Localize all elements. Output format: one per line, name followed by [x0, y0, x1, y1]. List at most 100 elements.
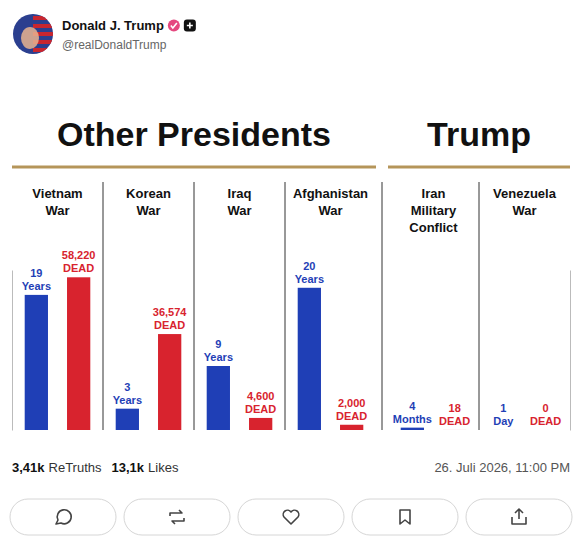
value-label: 0DEAD: [530, 402, 561, 427]
value-labels: 19Years3Years9Years20Years4Months1Day58,…: [22, 249, 562, 427]
value-label-line: DEAD: [530, 415, 561, 427]
avatar-stripe: [33, 24, 55, 28]
plus-sign: [187, 23, 193, 29]
category-label-line: Venezuela: [493, 186, 557, 201]
bar: [534, 430, 557, 431]
avatar-stripe: [33, 16, 55, 20]
likes-count: 13,1k: [112, 460, 145, 475]
bars: [25, 277, 515, 430]
retruths-count: 3,41k: [12, 460, 45, 475]
y-axis-line: [12, 271, 13, 431]
bar: [116, 409, 139, 430]
y-axis: [12, 271, 13, 431]
value-label-line: 1: [500, 402, 506, 414]
value-label-line: Years: [22, 280, 51, 292]
bookmark-button[interactable]: [352, 499, 458, 535]
panel-separator: [382, 182, 383, 430]
avatar-face: [21, 27, 39, 49]
value-label: 1Day: [493, 402, 514, 427]
value-label-line: Day: [493, 415, 514, 427]
reply-button[interactable]: [10, 499, 116, 535]
button-icon: [400, 510, 410, 524]
value-label-line: 0: [543, 402, 549, 414]
button-outline: [124, 499, 230, 535]
panel-separator: [285, 182, 286, 430]
value-label: 36,574DEAD: [153, 306, 188, 331]
group-title: Trump: [427, 115, 531, 153]
button-outline: [466, 499, 572, 535]
button-outline: [10, 499, 116, 535]
bar: [492, 429, 515, 430]
bar: [25, 295, 48, 430]
category-label-line: Conflict: [409, 220, 458, 235]
value-label-line: 19: [30, 267, 42, 279]
value-label-line: 4,600: [247, 390, 275, 402]
button-icon: [170, 510, 184, 524]
button-outline: [238, 499, 344, 535]
value-label: 58,220DEAD: [62, 249, 96, 274]
category-label: Afghanistan War: [293, 186, 368, 218]
group-title: Other Presidents: [57, 115, 331, 153]
value-label: 19Years: [22, 267, 51, 292]
retruths-label: ReTruths: [49, 460, 102, 475]
bar: [207, 366, 230, 430]
author-handle[interactable]: @realDonaldTrump: [62, 38, 167, 52]
button-outline: [352, 499, 458, 535]
group-rule: [12, 166, 376, 169]
post-screenshot: Donald J. Trump @realDonaldTrump Other Pre…: [0, 0, 582, 544]
category-label-line: Military: [411, 203, 457, 218]
avatar-stripe: [33, 48, 55, 52]
value-label-line: Months: [393, 413, 432, 425]
retruth-button[interactable]: [124, 499, 230, 535]
category-label-line: War: [136, 203, 160, 218]
category-label: Iran Military Conflict: [409, 186, 458, 235]
category-label: Venezuela War: [493, 186, 557, 218]
author-name[interactable]: Donald J. Trump: [62, 18, 164, 33]
value-label: 9Years: [204, 338, 233, 363]
category-label-line: War: [45, 203, 69, 218]
group-rule: [388, 166, 570, 169]
value-label-line: 9: [215, 338, 221, 350]
category-label-line: War: [227, 203, 251, 218]
likes-label: Likes: [148, 460, 179, 475]
value-label: 3Years: [113, 381, 142, 406]
value-label-line: DEAD: [439, 415, 470, 427]
value-label-line: DEAD: [245, 403, 276, 415]
button-icon: [283, 510, 299, 524]
button-icon: [512, 509, 526, 524]
category-label-line: Vietnam: [32, 186, 82, 201]
value-label: 4,600DEAD: [245, 390, 276, 415]
value-label-line: 58,220: [62, 249, 96, 261]
avatar[interactable]: [13, 14, 55, 54]
value-label-line: 2,000: [338, 397, 366, 409]
bar: [158, 334, 181, 430]
category-label-line: Iran: [422, 186, 446, 201]
category-label-line: War: [318, 203, 342, 218]
plus-badge: [184, 20, 196, 32]
category-label-line: Afghanistan: [293, 186, 368, 201]
value-label-line: DEAD: [154, 319, 185, 331]
value-label: 20Years: [295, 260, 324, 285]
value-label: 18DEAD: [439, 402, 470, 427]
value-label-line: 20: [303, 260, 315, 272]
value-label-line: DEAD: [63, 262, 94, 274]
verified-badge: [168, 20, 180, 32]
value-label-line: 36,574: [153, 306, 188, 318]
panel-separator: [479, 182, 480, 430]
value-label-line: 18: [449, 402, 461, 414]
verified-check: [171, 23, 177, 28]
y2-axis: [570, 271, 571, 431]
like-button[interactable]: [238, 499, 344, 535]
value-label-line: 4: [409, 400, 416, 412]
category-label-line: War: [512, 203, 536, 218]
share-button[interactable]: [466, 499, 572, 535]
bar: [249, 418, 272, 430]
bar: [298, 288, 321, 430]
post-date: 26. Juli 2026, 11:00 PM: [434, 460, 570, 475]
category-label: KoreanWar: [126, 186, 171, 218]
category-label-line: Iraq: [228, 186, 252, 201]
panel-separator: [103, 182, 104, 430]
button-icon: [56, 510, 71, 524]
category-label: Iraq War: [227, 186, 251, 218]
value-label-line: Years: [295, 273, 324, 285]
